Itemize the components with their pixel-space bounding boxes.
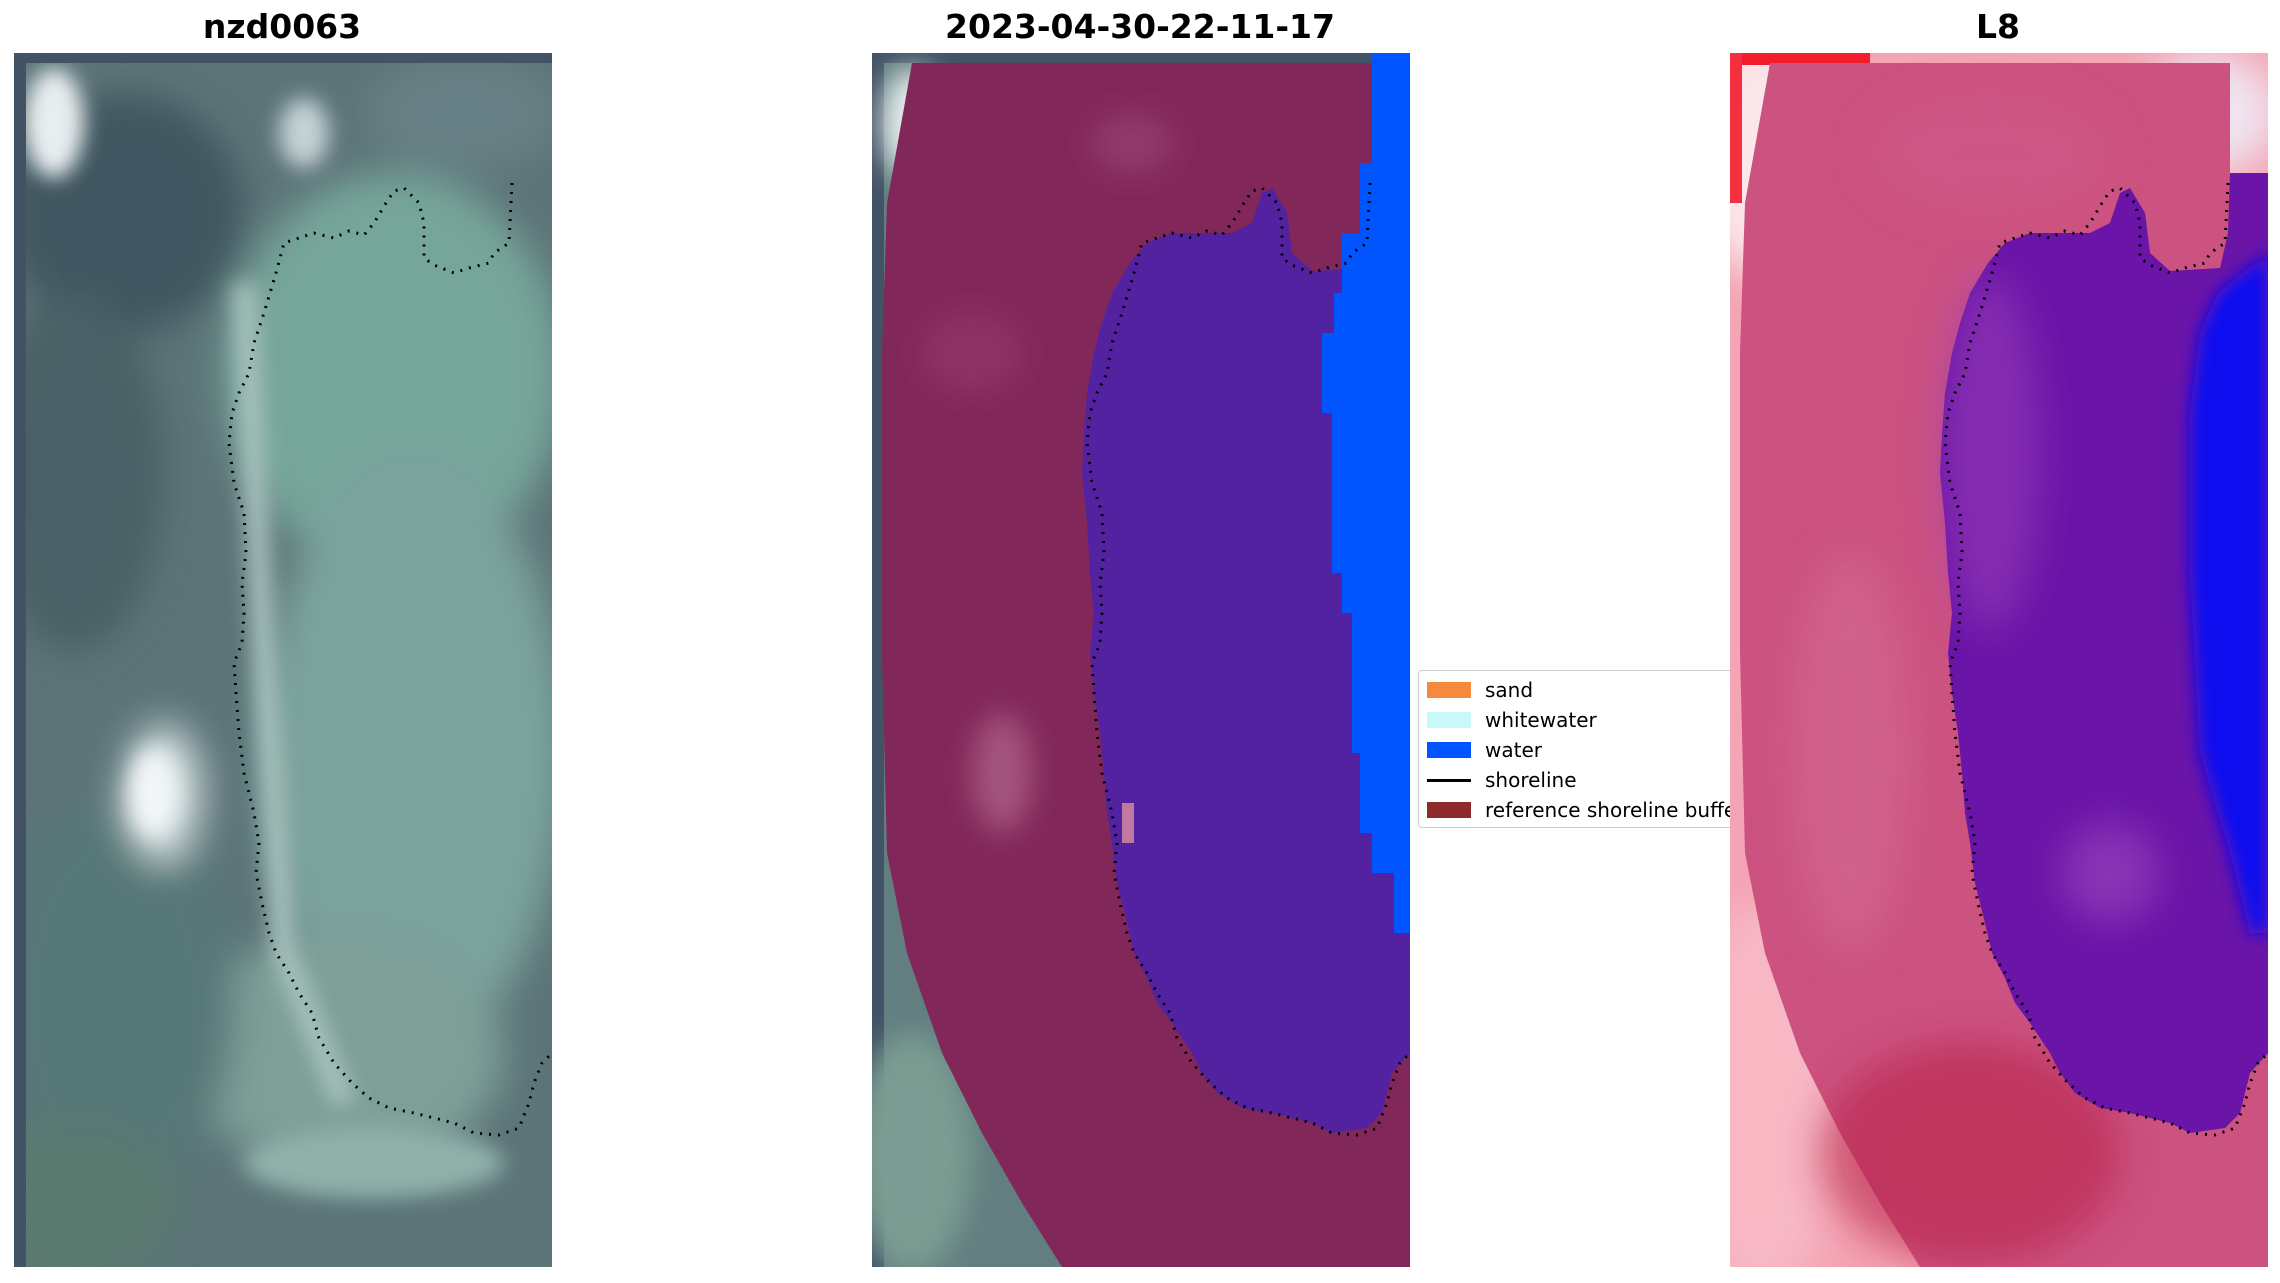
reference-buffer-swatch [1427,802,1471,818]
legend-label-shoreline: shoreline [1485,768,1577,792]
legend-item-sand: sand [1419,675,1817,705]
panel-title-classification: 2023-04-30-22-11-17 [945,7,1335,46]
legend-item-whitewater: whitewater [1419,705,1817,735]
legend-label-water: water [1485,738,1542,762]
panel-title-index: L8 [1976,7,2020,46]
legend-label-sand: sand [1485,678,1534,702]
rgb-image-panel [14,53,552,1267]
shoreline-swatch [1427,778,1471,782]
legend-item-water: water [1419,735,1817,765]
index-image [1730,53,2268,1267]
water-class [1322,53,1410,933]
legend-label-reference-buffer: reference shoreline buffer [1485,798,1745,822]
whitewater-swatch [1427,712,1471,728]
index-panel [1730,53,2268,1267]
legend-item-reference-buffer: reference shoreline buffer [1419,795,1817,825]
water-swatch [1427,742,1471,758]
classification-panel [872,53,1410,1267]
panel-title-rgb: nzd0063 [202,7,362,46]
legend-item-shoreline: shoreline [1419,765,1817,795]
sand-swatch [1427,682,1471,698]
classification-image [872,53,1410,1267]
legend-label-whitewater: whitewater [1485,708,1597,732]
rgb-image [14,53,552,1267]
